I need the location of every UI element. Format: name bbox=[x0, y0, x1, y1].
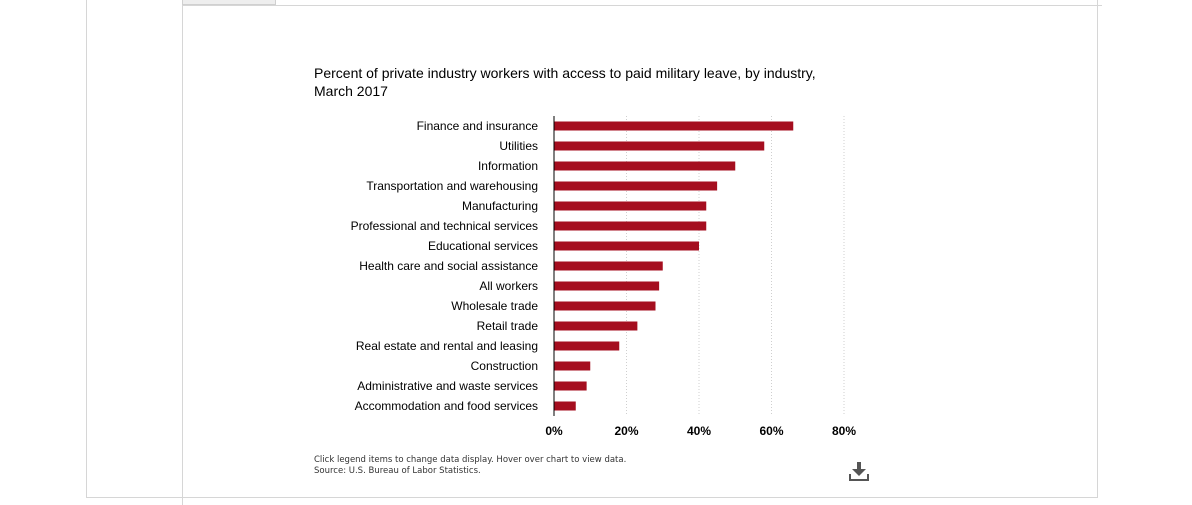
bar[interactable] bbox=[554, 261, 663, 271]
category-label: Retail trade bbox=[477, 319, 539, 333]
bar[interactable] bbox=[554, 381, 587, 391]
bar[interactable] bbox=[554, 141, 765, 151]
chart-panel bbox=[182, 5, 1102, 505]
category-label: Educational services bbox=[428, 239, 538, 253]
x-tick-label: 0% bbox=[545, 424, 563, 438]
category-label: Manufacturing bbox=[462, 199, 538, 213]
bar[interactable] bbox=[554, 121, 794, 131]
bar[interactable] bbox=[554, 201, 707, 211]
category-label: Accommodation and food services bbox=[355, 399, 538, 413]
category-label: Health care and social assistance bbox=[359, 259, 538, 273]
bar[interactable] bbox=[554, 321, 638, 331]
bar[interactable] bbox=[554, 361, 591, 371]
bar[interactable] bbox=[554, 241, 699, 251]
bar[interactable] bbox=[554, 181, 718, 191]
category-label: Utilities bbox=[499, 139, 538, 153]
bar[interactable] bbox=[554, 301, 656, 311]
bar[interactable] bbox=[554, 161, 736, 171]
x-tick-label: 40% bbox=[687, 424, 711, 438]
tab-stub[interactable] bbox=[182, 0, 276, 5]
chart-title: Percent of private industry workers with… bbox=[314, 65, 816, 99]
download-icon[interactable] bbox=[848, 460, 870, 482]
footnote-source: Source: U.S. Bureau of Labor Statistics. bbox=[314, 466, 481, 476]
category-label: Administrative and waste services bbox=[357, 379, 538, 393]
category-label: All workers bbox=[479, 279, 538, 293]
category-label: Professional and technical services bbox=[351, 219, 538, 233]
x-tick-label: 60% bbox=[759, 424, 783, 438]
x-tick-label: 80% bbox=[832, 424, 856, 438]
x-tick-label: 20% bbox=[614, 424, 638, 438]
bar[interactable] bbox=[554, 281, 660, 291]
category-label: Information bbox=[478, 159, 538, 173]
bar[interactable] bbox=[554, 221, 707, 231]
category-label: Real estate and rental and leasing bbox=[356, 339, 538, 353]
chart-footnote: Click legend items to change data displa… bbox=[314, 455, 626, 477]
bar-chart[interactable]: Finance and insurance Utilities Informatio… bbox=[0, 0, 1192, 486]
bar[interactable] bbox=[554, 341, 620, 351]
bar[interactable] bbox=[554, 401, 576, 411]
category-label: Transportation and warehousing bbox=[366, 179, 538, 193]
category-label: Wholesale trade bbox=[451, 299, 538, 313]
category-label: Finance and insurance bbox=[417, 119, 539, 133]
footnote-instructions: Click legend items to change data displa… bbox=[314, 455, 627, 465]
category-label: Construction bbox=[471, 359, 538, 373]
